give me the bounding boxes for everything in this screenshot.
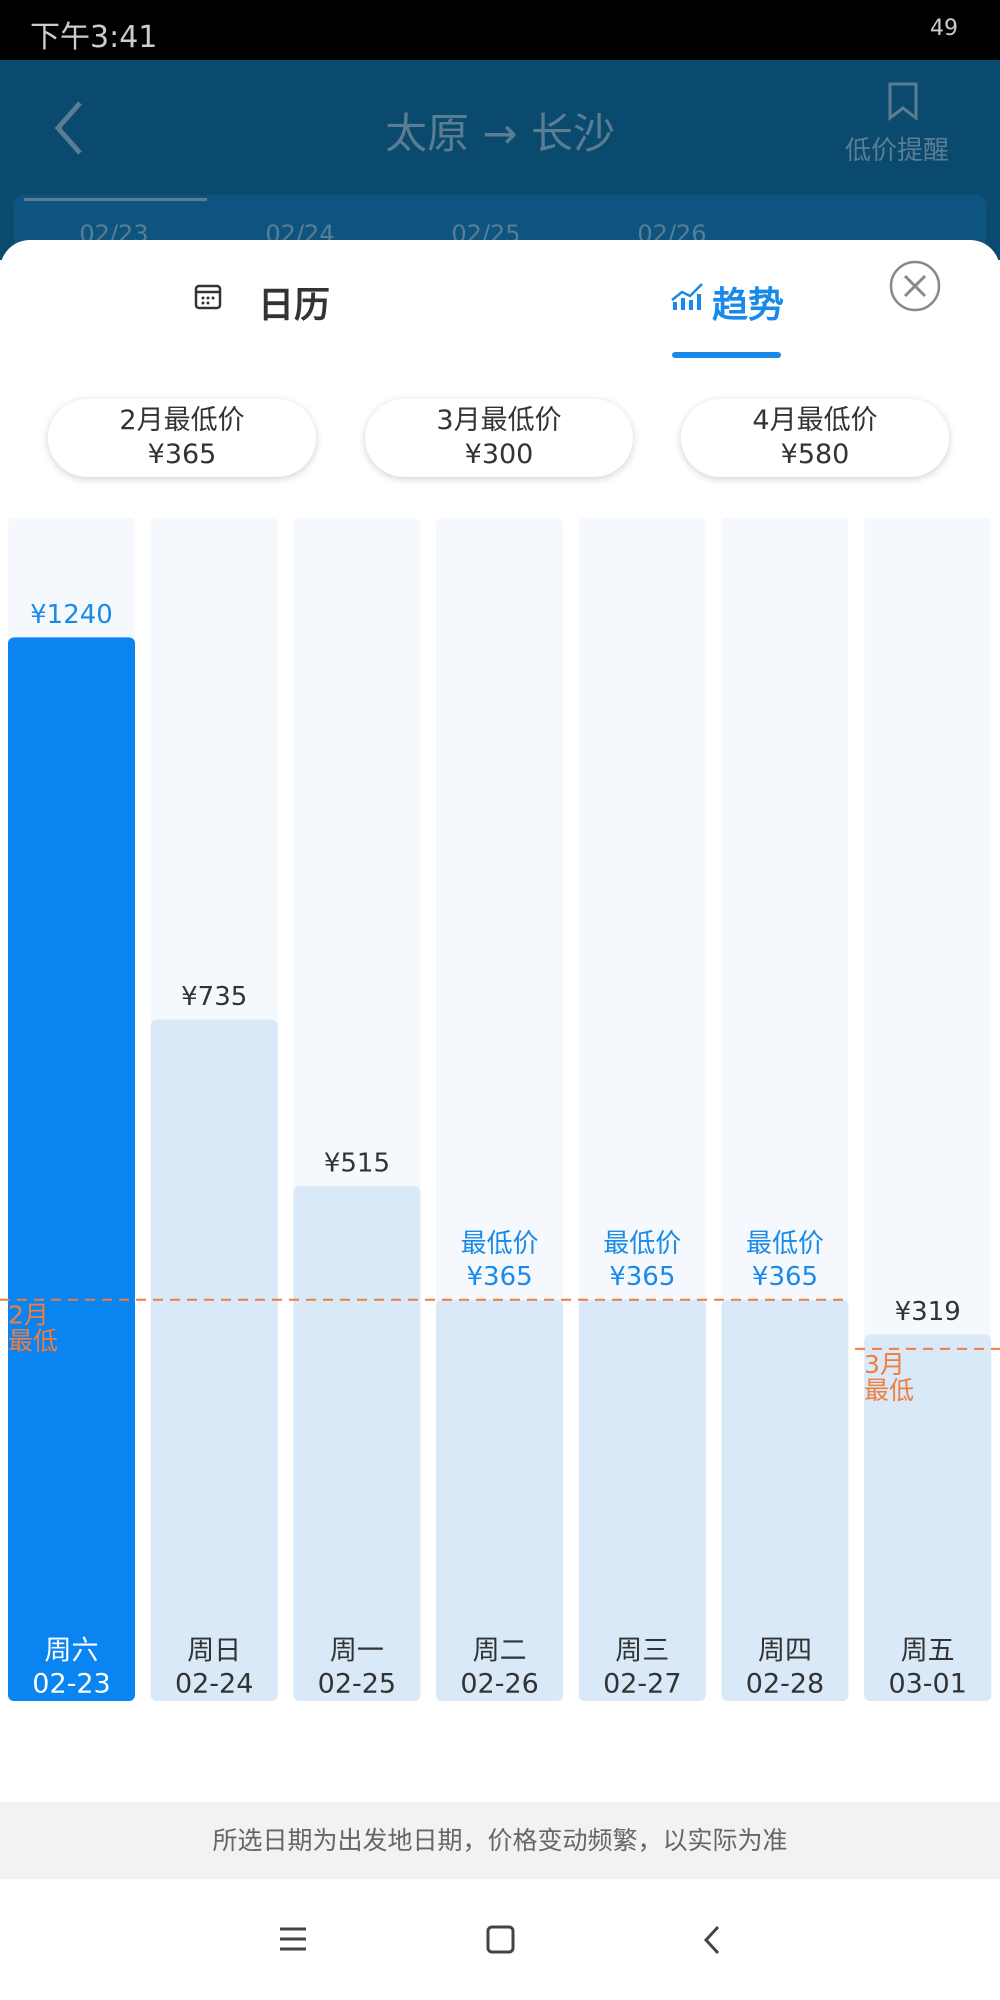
weekday: 周三	[615, 1636, 669, 1667]
price-bar	[436, 1299, 564, 1701]
date: 02-27	[603, 1669, 681, 1700]
price-bar	[578, 1299, 706, 1701]
month-low-price: ¥580	[780, 439, 850, 470]
status-bar: 下午3:41 49	[0, 0, 1000, 60]
month-low-price: ¥365	[147, 439, 217, 470]
date: 02-28	[746, 1669, 824, 1700]
price-label: ¥365	[609, 1262, 675, 1292]
weekday: 周日	[187, 1636, 241, 1667]
trend-chart: ¥1240周六02-23¥735周日02-24¥515周一02-25¥365最低…	[0, 599, 1000, 1701]
tab[interactable]: 日历	[258, 285, 331, 326]
month-low-label: 4月最低价	[752, 405, 878, 436]
route-title: 太原 → 长沙	[385, 109, 615, 158]
price-bar	[864, 1334, 992, 1701]
close-button[interactable]	[888, 259, 942, 313]
tab[interactable]: 趋势	[712, 285, 785, 326]
weekday: 周四	[758, 1636, 812, 1667]
footer-note: 所选日期为出发地日期，价格变动频繁，以实际为准	[0, 1802, 1000, 1879]
calendar-icon	[194, 284, 222, 310]
month-low-note: 2月	[8, 1301, 49, 1330]
lowest-tag: 最低价	[461, 1229, 539, 1259]
month-low-pill[interactable]: 2月最低价 ¥365	[48, 399, 316, 477]
price-bar	[721, 1299, 849, 1701]
home-button[interactable]	[486, 1925, 515, 1954]
battery: 49	[930, 16, 958, 41]
lowest-tag: 最低价	[746, 1229, 824, 1259]
price-bar	[8, 637, 135, 1701]
back-icon[interactable]	[50, 98, 90, 158]
date-underline	[24, 198, 207, 201]
time: 下午3:41	[30, 20, 158, 55]
price-label: ¥1240	[30, 600, 113, 630]
tab-underline	[672, 352, 781, 358]
month-low-pill[interactable]: 4月最低价 ¥580	[681, 399, 949, 477]
price-label: ¥515	[324, 1149, 390, 1179]
date: 02-26	[460, 1669, 538, 1700]
month-low-label: 3月最低价	[436, 405, 562, 436]
alert-icon	[888, 82, 918, 122]
price-label: ¥365	[752, 1262, 818, 1292]
weekday: 周一	[330, 1636, 384, 1667]
price-label: ¥319	[895, 1297, 961, 1327]
date: 02-25	[318, 1669, 396, 1700]
trend-icon	[671, 283, 703, 310]
month-low-note: 最低	[864, 1376, 914, 1405]
month-low-pill[interactable]: 3月最低价 ¥300	[365, 399, 633, 477]
date: 03-01	[888, 1669, 966, 1700]
nav-bar	[280, 1925, 720, 1955]
price-label: ¥735	[181, 982, 247, 1012]
weekday: 周六	[45, 1636, 99, 1667]
date: 02-23	[32, 1669, 110, 1700]
month-low-price: ¥300	[464, 439, 534, 470]
menu-button[interactable]	[280, 1927, 306, 1951]
price-alert[interactable]: 低价提醒	[845, 136, 950, 166]
weekday: 周二	[473, 1636, 527, 1667]
month-low-note: 最低	[8, 1327, 58, 1356]
date: 02-24	[175, 1669, 253, 1700]
lowest-tag: 最低价	[603, 1229, 681, 1259]
month-low-note: 3月	[864, 1350, 905, 1379]
back-button[interactable]	[703, 1925, 720, 1955]
weekday: 周五	[901, 1636, 955, 1667]
month-low-label: 2月最低价	[119, 405, 245, 436]
price-label: ¥365	[467, 1262, 533, 1292]
price-bar	[293, 1186, 421, 1701]
price-bar	[150, 1019, 278, 1701]
